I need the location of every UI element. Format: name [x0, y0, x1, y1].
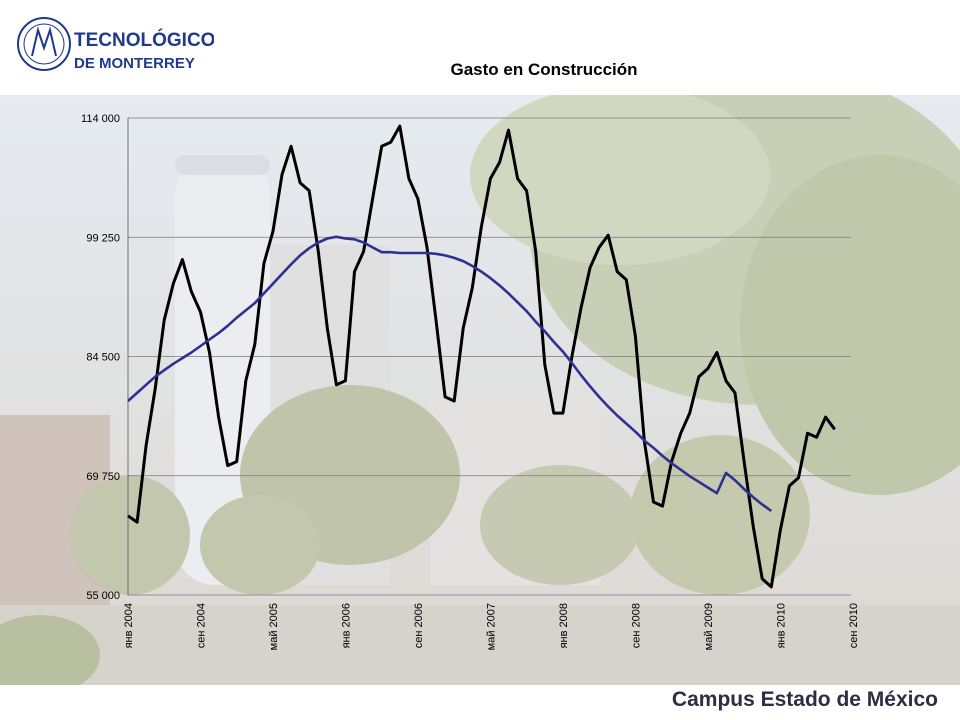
logo-line1: TECNOLÓGICO: [74, 29, 214, 51]
chart-title: Gasto en Construcción: [450, 60, 638, 79]
series-line-actual: [127, 124, 836, 589]
gridlines: [128, 117, 851, 596]
series-lines: [127, 124, 836, 589]
x-tick-label: сен 2006: [413, 603, 425, 648]
x-tick-label: сен 2010: [848, 603, 860, 648]
x-tick-label: май 2005: [268, 603, 280, 650]
y-tick-label: 84 500: [86, 352, 120, 364]
tec-monterrey-logo: TECNOLÓGICO DE MONTERREY: [17, 17, 214, 72]
y-axis-ticks: 55 000 69 750 84 500 99 250 114 000: [81, 113, 120, 602]
logo-line2: DE MONTERREY: [74, 55, 195, 72]
x-tick-label: янв 2008: [558, 603, 570, 648]
x-tick-label: янв 2010: [775, 603, 787, 648]
y-tick-label: 99 250: [86, 232, 120, 244]
campus-name: Campus Estado de México: [671, 688, 938, 711]
y-tick-label: 114 000: [81, 113, 120, 125]
background-photo: [0, 95, 960, 685]
x-tick-label: май 2007: [485, 603, 497, 650]
y-tick-label: 55 000: [86, 590, 120, 602]
x-tick-label: сен 2004: [195, 603, 207, 648]
y-tick-label: 69 750: [86, 471, 120, 483]
seal-icon: [17, 17, 71, 71]
x-tick-label: май 2009: [703, 603, 715, 650]
x-tick-label: сен 2008: [630, 603, 642, 648]
x-axis-ticks: янв 2004 сен 2004 май 2005 янв 2006 сен 2006…: [123, 603, 860, 650]
series-line-trend: [127, 235, 773, 512]
x-tick-label: янв 2004: [123, 603, 135, 648]
x-tick-label: янв 2006: [340, 603, 352, 648]
